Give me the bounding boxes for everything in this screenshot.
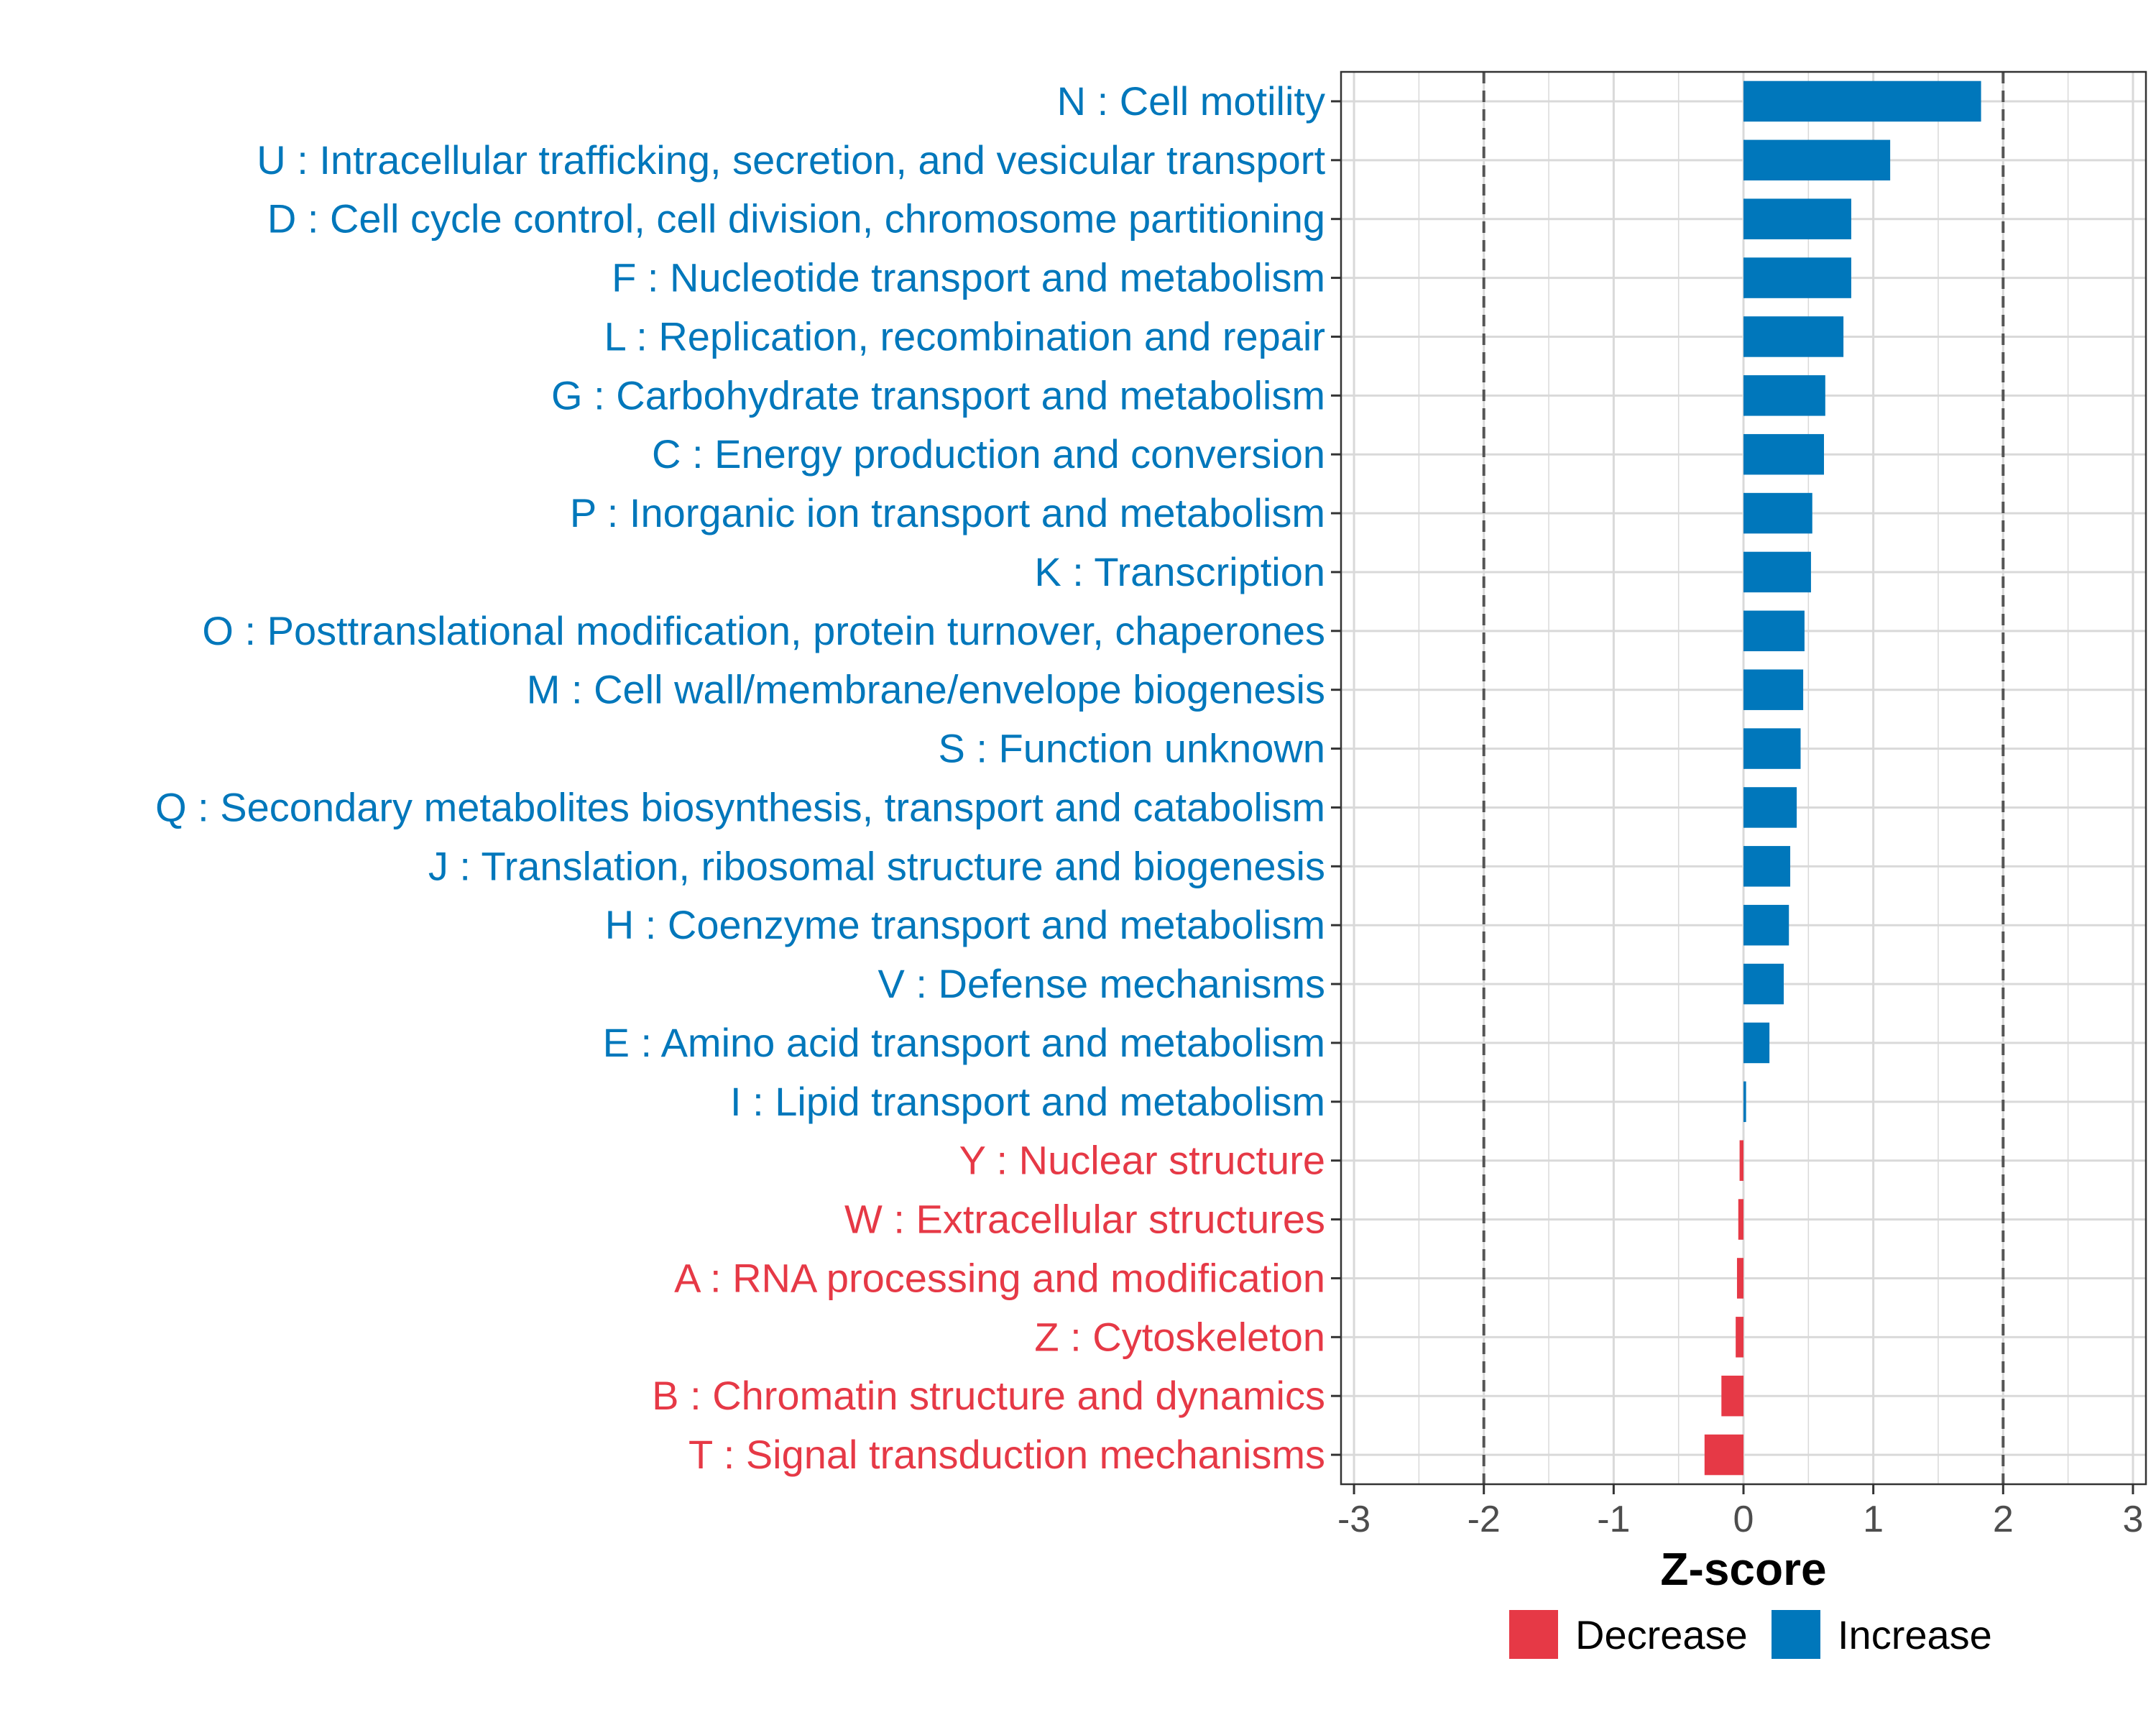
bar <box>1743 198 1851 239</box>
x-axis-title: Z-score <box>1660 1543 1826 1595</box>
bar <box>1743 904 1789 946</box>
category-label: S : Function unknown <box>938 726 1325 771</box>
category-label: J : Translation, ribosomal structure and… <box>428 843 1325 888</box>
category-label: G : Carbohydrate transport and metabolis… <box>551 372 1325 418</box>
category-label: I : Lipid transport and metabolism <box>730 1079 1325 1124</box>
bar <box>1743 963 1784 1005</box>
bar <box>1736 1317 1743 1358</box>
category-label: F : Nucleotide transport and metabolism <box>612 255 1325 300</box>
bar <box>1721 1375 1743 1417</box>
bar <box>1743 728 1801 769</box>
x-tick-label: -1 <box>1597 1499 1630 1540</box>
bar <box>1736 1258 1743 1299</box>
bar <box>1743 375 1825 416</box>
bar <box>1743 433 1824 475</box>
category-label: E : Amino acid transport and metabolism <box>603 1020 1325 1065</box>
y-axis-category-labels: N : Cell motility U : Intracellular traff… <box>155 78 1325 1477</box>
bar <box>1743 492 1812 534</box>
category-label: V : Defense mechanisms <box>878 961 1325 1006</box>
category-label: Z : Cytoskeleton <box>1034 1314 1325 1359</box>
reference-lines <box>1482 72 2005 1484</box>
bar <box>1743 787 1797 828</box>
category-label: L : Replication, recombination and repai… <box>604 313 1325 359</box>
legend: Decrease Increase <box>1509 1610 1992 1659</box>
category-label: T : Signal transduction mechanisms <box>688 1432 1325 1477</box>
category-label: N : Cell motility <box>1057 78 1325 124</box>
bar <box>1743 257 1851 298</box>
x-tick-label: -2 <box>1468 1499 1501 1540</box>
bar <box>1743 610 1805 652</box>
category-label: D : Cell cycle control, cell division, c… <box>267 196 1325 242</box>
category-label: K : Transcription <box>1034 549 1325 594</box>
bar <box>1743 1022 1770 1064</box>
x-axis-ticks: -3 -2 -1 0 1 2 3 <box>1337 1484 2143 1540</box>
legend-swatch <box>1509 1610 1558 1659</box>
category-label: H : Coenzyme transport and metabolism <box>605 902 1325 947</box>
y-axis-ticks <box>1331 100 1341 1456</box>
legend-label: Decrease <box>1575 1612 1748 1657</box>
bar <box>1739 1140 1743 1181</box>
category-label: B : Chromatin structure and dynamics <box>652 1373 1325 1418</box>
bar <box>1738 1199 1743 1240</box>
bar <box>1704 1434 1743 1476</box>
category-label: A : RNA processing and modification <box>674 1255 1325 1300</box>
category-label: P : Inorganic ion transport and metaboli… <box>570 490 1325 535</box>
category-label: M : Cell wall/membrane/envelope biogenes… <box>527 667 1325 712</box>
x-tick-label: -3 <box>1337 1499 1370 1540</box>
x-tick-label: 3 <box>2122 1499 2143 1540</box>
bar <box>1743 846 1791 887</box>
bar <box>1743 1081 1746 1123</box>
bar <box>1743 80 1981 122</box>
legend-swatch <box>1772 1610 1820 1659</box>
legend-label: Increase <box>1838 1612 1992 1657</box>
x-tick-label: 0 <box>1733 1499 1754 1540</box>
category-label: Q : Secondary metabolites biosynthesis, … <box>155 784 1325 829</box>
category-label: Y : Nuclear structure <box>959 1138 1325 1183</box>
bar <box>1743 139 1891 181</box>
bar <box>1743 551 1811 593</box>
category-label: U : Intracellular trafficking, secretion… <box>257 137 1325 183</box>
category-label: O : Posttranslational modification, prot… <box>202 608 1325 653</box>
x-tick-label: 2 <box>1993 1499 2014 1540</box>
x-tick-label: 1 <box>1863 1499 1884 1540</box>
category-label: C : Energy production and conversion <box>652 431 1325 477</box>
category-label: W : Extracellular structures <box>844 1197 1325 1242</box>
bar <box>1743 669 1804 710</box>
bars <box>1704 80 1981 1476</box>
bar <box>1743 316 1844 357</box>
